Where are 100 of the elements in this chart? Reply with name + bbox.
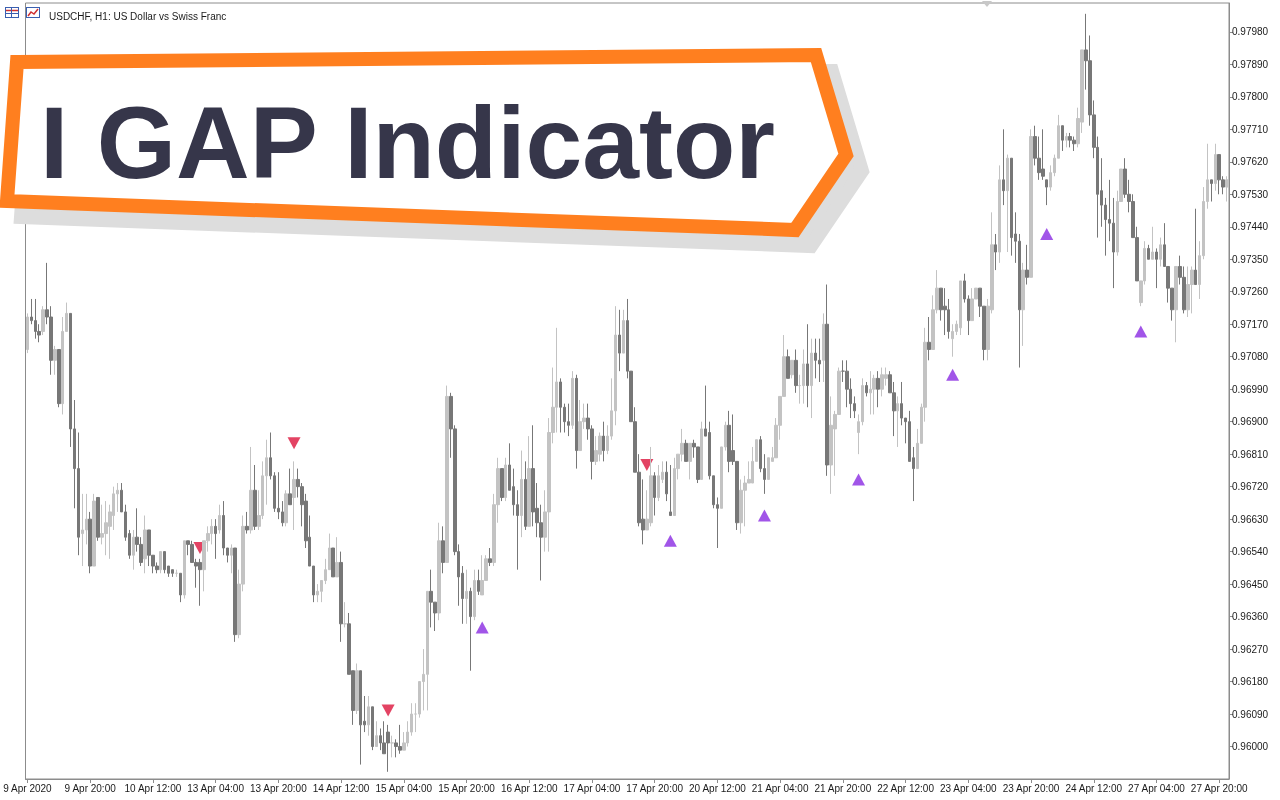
candlestick (359, 670, 362, 766)
candlestick (1174, 265, 1178, 343)
y-tick-label: 0.96540 (1232, 546, 1269, 558)
x-tick-label: 13 Apr 20:00 (249, 782, 308, 794)
point (287, 437, 301, 450)
point (475, 621, 489, 634)
candlestick (1159, 237, 1162, 267)
candlestick (53, 345, 57, 376)
candlestick (790, 359, 794, 379)
candlestick (1041, 128, 1045, 181)
y-tick-label: 0.96720 (1232, 481, 1269, 493)
point (1040, 228, 1054, 240)
y-tick-label: 0.96270 (1232, 643, 1269, 655)
candlestick (994, 233, 997, 271)
candlestick (1068, 132, 1072, 148)
candlestick (249, 446, 253, 535)
x-tick-label: 21 Apr 04:00 (751, 782, 809, 794)
candlestick (575, 374, 578, 470)
candlestick (477, 569, 480, 596)
candlestick (426, 590, 429, 711)
candlestick (1045, 179, 1048, 206)
candlestick (41, 305, 45, 336)
x-tick-label: 21 Apr 20:00 (814, 782, 872, 794)
x-tick-label: 20 Apr 12:00 (689, 782, 747, 794)
candlestick (1186, 265, 1190, 318)
candlestick (622, 309, 625, 354)
point (381, 704, 395, 717)
candlestick (688, 442, 692, 480)
y-tick-label: 0.97620 (1232, 156, 1269, 168)
x-tick-label: 27 Apr 20:00 (1190, 782, 1248, 794)
candlestick (335, 536, 339, 578)
y-tick-label: 0.96900 (1232, 416, 1269, 428)
candlestick (1155, 247, 1158, 289)
candlestick (727, 410, 731, 473)
y-tick-label: 0.97890 (1232, 58, 1269, 70)
x-tick-label: 15 Apr 04:00 (375, 782, 433, 794)
y-tick-label: 0.97800 (1232, 91, 1269, 103)
x-tick-label: 16 Apr 12:00 (500, 782, 559, 794)
candlestick (288, 468, 292, 506)
x-tick-label: 27 Apr 04:00 (1128, 782, 1186, 794)
candlestick (245, 511, 249, 535)
candlestick (673, 457, 676, 517)
candlestick (951, 323, 954, 358)
candlestick (567, 403, 570, 437)
candlestick (598, 432, 602, 462)
candlestick (367, 695, 370, 737)
candlestick (198, 558, 202, 607)
candlestick (331, 547, 335, 578)
candlestick (1025, 244, 1029, 286)
candlestick (163, 551, 166, 574)
point (663, 534, 677, 547)
text: USDCHF, H1: US Dollar vs Swiss Franc (49, 10, 227, 22)
candlestick (657, 464, 660, 502)
candlestick (445, 385, 449, 563)
y-tick-label: 0.97440 (1232, 221, 1269, 233)
candlestick (1210, 179, 1213, 203)
point (946, 368, 960, 381)
candlestick (132, 529, 135, 571)
candlestick (437, 522, 441, 621)
point (640, 458, 654, 471)
candlestick (1147, 244, 1150, 260)
candlestick (230, 543, 233, 574)
candlestick (1190, 265, 1194, 314)
candlestick (500, 468, 504, 502)
y-tick-label: 0.97350 (1232, 253, 1269, 265)
x-tick-label: 9 Apr 20:00 (64, 782, 117, 794)
candlestick (818, 338, 821, 383)
candlestick (665, 460, 668, 502)
candlestick (829, 395, 833, 495)
candlestick (806, 323, 809, 408)
candlestick (810, 338, 813, 419)
candlestick (896, 395, 899, 448)
x-tick-label: 24 Apr 12:00 (1065, 782, 1123, 794)
y-tick-label: 0.97170 (1232, 318, 1269, 330)
candlestick (822, 312, 825, 383)
candlestick (802, 348, 805, 405)
candlestick (1217, 154, 1221, 195)
candlestick (465, 569, 468, 625)
candlestick (998, 164, 1001, 264)
candlestick (865, 381, 868, 397)
y-tick-label: 0.96360 (1232, 611, 1269, 623)
candlestick (1002, 128, 1005, 206)
candlestick (669, 464, 672, 517)
candlestick (872, 374, 876, 415)
candlestick (559, 377, 562, 434)
candlestick (34, 298, 37, 340)
x-tick-label: 10 Apr 12:00 (124, 782, 182, 794)
y-tick-label: 0.97080 (1232, 351, 1269, 363)
candlestick (594, 435, 598, 466)
candlestick (386, 724, 390, 773)
candlestick (524, 460, 527, 531)
candlestick (786, 348, 790, 379)
x-tick-label: 13 Apr 04:00 (187, 782, 245, 794)
candlestick (618, 309, 621, 372)
candlestick (375, 720, 378, 748)
candlestick (1061, 125, 1064, 152)
candlestick (469, 587, 472, 672)
candlestick (959, 280, 962, 336)
candlestick (284, 489, 288, 527)
y-tick-label: 0.97980 (1232, 26, 1269, 38)
